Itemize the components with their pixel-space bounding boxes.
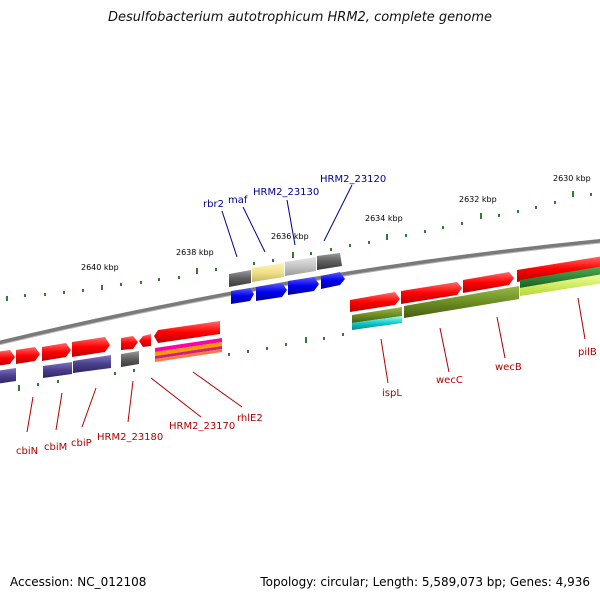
gene-feature[interactable]	[155, 342, 222, 356]
tick-label: 2638 kbp	[176, 248, 214, 257]
gene-feature[interactable]	[350, 292, 400, 312]
gene-feature[interactable]	[404, 286, 519, 318]
tick-label: 2632 kbp	[459, 195, 497, 204]
gene-feature[interactable]	[352, 307, 402, 323]
gene-feature[interactable]	[288, 277, 319, 295]
gene-feature[interactable]	[155, 349, 222, 362]
gene-feature[interactable]	[139, 334, 151, 347]
gene-feature[interactable]	[256, 283, 287, 301]
gene-feature[interactable]	[42, 343, 71, 361]
gene-feature[interactable]	[121, 336, 138, 350]
tick-label: 2634 kbp	[365, 214, 403, 223]
gene-label-hrm2-23170: HRM2_23170	[169, 421, 235, 432]
gene-label-rhle2: rhlE2	[237, 413, 263, 424]
gene-label-cbin: cbiN	[16, 446, 38, 457]
gene-feature[interactable]	[517, 256, 600, 282]
gene-label-wecc: wecC	[436, 375, 463, 386]
gene-label-cbim: cbiM	[44, 442, 67, 453]
gene-feature[interactable]	[463, 272, 514, 293]
features-red	[0, 256, 600, 366]
gene-label-ispl: ispL	[382, 388, 402, 399]
gene-feature[interactable]	[72, 337, 110, 357]
gene-feature[interactable]	[231, 288, 254, 304]
tick-label: 2636 kbp	[271, 232, 309, 241]
gene-feature[interactable]	[352, 316, 402, 330]
gene-feature[interactable]	[73, 355, 111, 373]
gene-feature[interactable]	[16, 347, 40, 364]
map-title: Desulfobacterium autotrophicum HRM2, com…	[107, 10, 493, 25]
tick-marks-upper	[6, 191, 592, 301]
gene-feature[interactable]	[321, 272, 345, 289]
gene-label-wecb: wecB	[495, 362, 522, 373]
leader-lines-top	[221, 184, 353, 258]
gene-feature[interactable]	[155, 338, 222, 352]
gene-label-pilb: pilB	[578, 347, 597, 358]
gene-label-hrm2-23120: HRM2_23120	[320, 174, 386, 185]
gene-feature[interactable]	[229, 270, 251, 287]
gene-feature[interactable]	[121, 351, 139, 367]
gene-feature[interactable]	[155, 346, 222, 359]
leader-lines-bottom	[26, 297, 586, 433]
gene-feature[interactable]	[252, 263, 284, 282]
tick-label: 2630 kbp	[553, 174, 591, 183]
accession-label: Accession: NC_012108	[10, 575, 147, 589]
gene-label-hrm2-23180: HRM2_23180	[97, 432, 163, 443]
gene-feature[interactable]	[285, 257, 316, 276]
tick-marks-lower	[18, 333, 344, 391]
gene-feature[interactable]	[520, 266, 600, 288]
gene-feature[interactable]	[43, 362, 72, 378]
tick-label: 2640 kbp	[81, 263, 119, 272]
features-upper	[229, 253, 345, 304]
gene-label-maf: maf	[228, 195, 248, 206]
gene-feature[interactable]	[0, 368, 16, 384]
genome-summary: Topology: circular; Length: 5,589,073 bp…	[260, 575, 590, 589]
gene-label-hrm2-23130: HRM2_23130	[253, 187, 319, 198]
gene-feature[interactable]	[154, 321, 220, 343]
gene-feature[interactable]	[401, 282, 462, 304]
gene-label-rbr2: rbr2	[203, 199, 224, 210]
gene-feature[interactable]	[520, 274, 600, 296]
gene-label-cbip: cbiP	[71, 438, 92, 449]
gene-feature[interactable]	[317, 253, 342, 270]
gene-feature[interactable]	[0, 350, 15, 366]
features-lower	[0, 266, 600, 384]
